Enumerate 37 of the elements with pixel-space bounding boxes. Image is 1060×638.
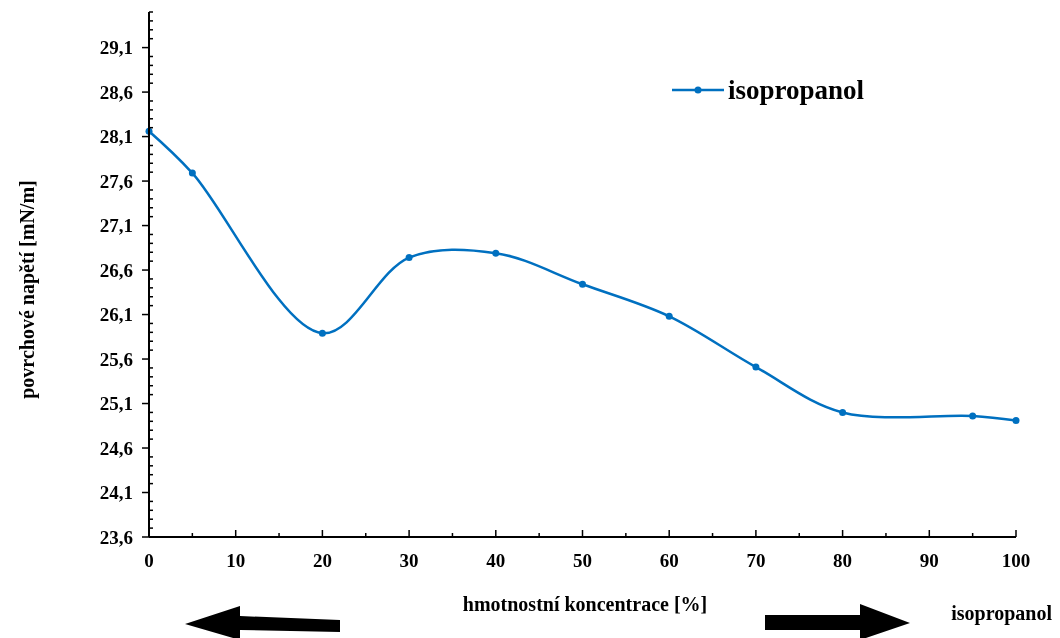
point <box>839 408 847 416</box>
point <box>188 169 196 177</box>
x-tick-label: 100 <box>1001 550 1031 571</box>
x-tick-label: 80 <box>833 550 853 571</box>
x-tick-label: 20 <box>312 550 332 571</box>
y-tick-label: 24,1 <box>99 482 133 504</box>
point <box>752 363 760 371</box>
x-axis-title: hmotnostní koncentrace [%] <box>462 593 708 615</box>
y-tick-label: 25,6 <box>99 348 133 370</box>
text: isopropanol <box>951 602 1053 625</box>
y-tick-label: 24,6 <box>99 437 133 459</box>
x-tick-label: 70 <box>746 550 766 571</box>
y-tick-label: 28,6 <box>99 81 133 103</box>
x-tick-label: 40 <box>486 550 506 571</box>
y-tick-label: 23,6 <box>99 526 133 548</box>
y-tick-label: 27,6 <box>99 170 133 192</box>
x-tick-label: 30 <box>399 550 419 571</box>
point <box>665 312 673 320</box>
y-tick-label: 28,1 <box>99 126 133 148</box>
x-tick-label: 90 <box>919 550 939 571</box>
y-tick-label: 27,1 <box>99 215 133 237</box>
point <box>318 329 326 337</box>
y-tick-label: 26,1 <box>99 304 133 326</box>
y-tick-label: 29,1 <box>99 37 133 59</box>
x-tick-label: 0 <box>144 550 154 571</box>
legend-label: isopropanol <box>728 75 865 106</box>
point <box>405 254 413 262</box>
point <box>579 280 586 288</box>
x-tick-label: 10 <box>226 550 246 571</box>
x-tick-label: 50 <box>573 550 592 571</box>
y-tick-label: 25,1 <box>99 393 133 415</box>
x-tick-label: 60 <box>659 550 679 571</box>
y-axis-title: povrchové napětí [mN/m] <box>16 180 39 399</box>
point <box>492 249 500 257</box>
point <box>1012 416 1020 424</box>
point <box>969 412 977 420</box>
y-tick-label: 26,6 <box>99 259 133 281</box>
